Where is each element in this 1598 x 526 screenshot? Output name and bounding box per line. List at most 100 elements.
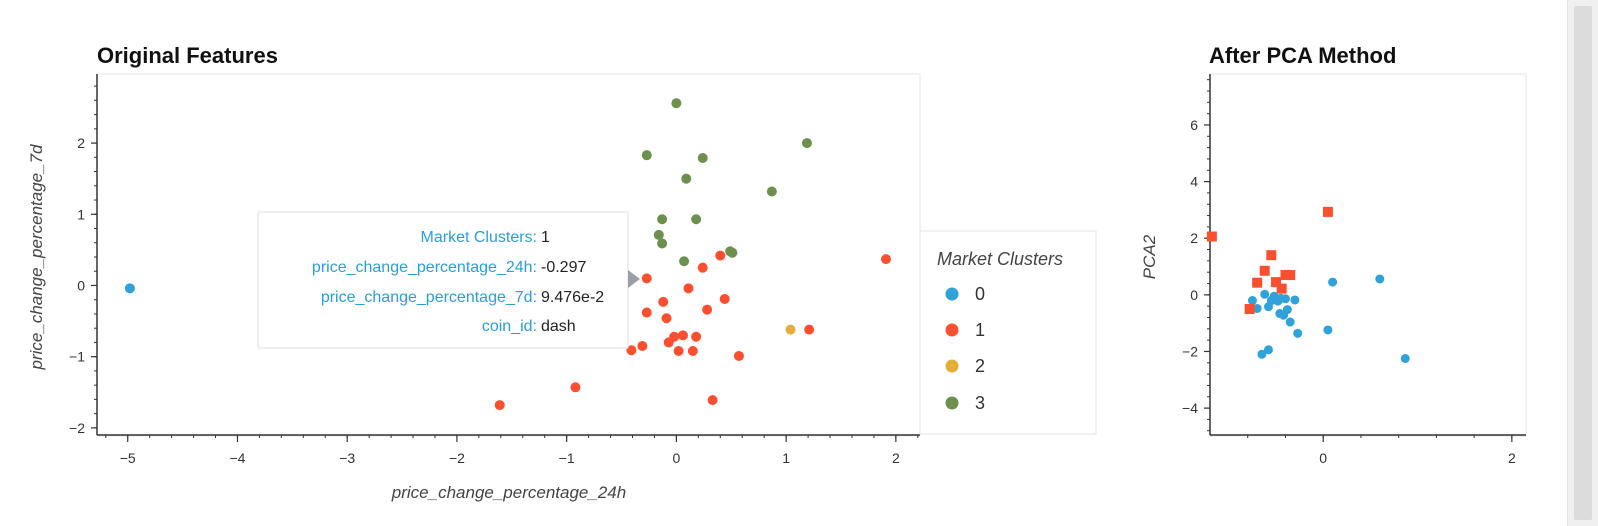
data-point-cluster-1 bbox=[1244, 304, 1255, 315]
y-tick-label: 0 bbox=[1190, 287, 1198, 303]
data-point-cluster-3 bbox=[657, 238, 668, 249]
data-point-cluster-1 bbox=[1259, 265, 1270, 276]
y-tick-label: 2 bbox=[1190, 230, 1198, 246]
chart-title-original: Original Features bbox=[97, 43, 278, 68]
legend-item-2[interactable]: 2 bbox=[945, 356, 986, 376]
data-point-cluster-0 bbox=[124, 283, 135, 294]
data-point-cluster-0 bbox=[1323, 325, 1333, 335]
data-point-cluster-1 bbox=[691, 331, 702, 342]
data-point-cluster-0 bbox=[1252, 303, 1262, 313]
x-tick-label: −2 bbox=[449, 450, 465, 466]
y-tick-label: 1 bbox=[77, 206, 85, 222]
data-point-cluster-1 bbox=[669, 331, 680, 342]
data-point-cluster-0 bbox=[1285, 317, 1295, 327]
vertical-scrollbar[interactable] bbox=[1567, 0, 1598, 526]
y-tick-label: 4 bbox=[1190, 174, 1198, 190]
data-point-cluster-3 bbox=[671, 98, 682, 109]
y-axis-label-pca: PCA2 bbox=[1140, 234, 1159, 279]
x-tick-label: −1 bbox=[559, 450, 575, 466]
data-point-cluster-3 bbox=[727, 247, 738, 258]
x-tick-label: −3 bbox=[339, 450, 355, 466]
data-point-cluster-0 bbox=[1400, 354, 1410, 364]
data-point-cluster-3 bbox=[679, 256, 690, 267]
data-point-cluster-0 bbox=[1328, 277, 1338, 287]
x-tick-label: 2 bbox=[892, 450, 900, 466]
data-point-cluster-3 bbox=[697, 153, 708, 164]
data-point-cluster-0 bbox=[1280, 294, 1290, 304]
data-point-cluster-1 bbox=[707, 395, 718, 406]
data-point-cluster-1 bbox=[733, 350, 744, 361]
legend: Market Clusters 0 1 2 3 bbox=[919, 230, 1097, 435]
data-point-cluster-1 bbox=[677, 330, 688, 341]
x-tick-label: 2 bbox=[1508, 450, 1516, 466]
y-tick-label: 0 bbox=[77, 277, 85, 293]
legend-marker bbox=[945, 359, 959, 373]
data-point-cluster-1 bbox=[702, 304, 713, 315]
data-point-cluster-3 bbox=[641, 150, 652, 161]
scrollbar-thumb[interactable] bbox=[1574, 6, 1592, 520]
legend-label: 2 bbox=[975, 356, 985, 376]
data-point-cluster-0 bbox=[1275, 309, 1285, 319]
tooltip-key-coin-id: coin_id: bbox=[482, 318, 537, 335]
data-points-pca bbox=[1206, 206, 1410, 364]
data-point-cluster-3 bbox=[801, 138, 812, 149]
data-point-cluster-0 bbox=[1375, 274, 1385, 284]
data-point-cluster-1 bbox=[687, 345, 698, 356]
data-point-cluster-1 bbox=[880, 254, 891, 265]
tooltip-value-24h: -0.297 bbox=[541, 259, 586, 276]
tooltip-value-cluster: 1 bbox=[541, 229, 550, 246]
legend-item-3[interactable]: 3 bbox=[945, 393, 986, 413]
legend-item-1[interactable]: 1 bbox=[945, 320, 986, 340]
x-axis-label-original: price_change_percentage_24h bbox=[391, 483, 626, 502]
data-point-cluster-1 bbox=[641, 307, 652, 318]
y-axis-label-original: price_change_percentage_7d bbox=[27, 144, 46, 371]
data-point-cluster-1 bbox=[1252, 277, 1263, 288]
data-point-cluster-0 bbox=[1247, 296, 1257, 306]
data-point-cluster-1 bbox=[804, 324, 815, 335]
data-point-cluster-1 bbox=[661, 313, 672, 324]
data-point-cluster-1 bbox=[658, 296, 669, 307]
tooltip-value-7d: 9.476e-2 bbox=[541, 289, 604, 306]
data-point-cluster-0 bbox=[1260, 289, 1270, 299]
legend-label: 0 bbox=[975, 284, 985, 304]
data-point-cluster-1 bbox=[494, 400, 505, 411]
x-tick-label: −4 bbox=[229, 450, 245, 466]
tooltip-value-coin-id: dash bbox=[541, 318, 576, 335]
data-point-cluster-1 bbox=[673, 345, 684, 356]
data-point-cluster-1 bbox=[1322, 206, 1333, 217]
data-point-cluster-0 bbox=[1293, 328, 1303, 338]
y-tick-label: −2 bbox=[1182, 343, 1198, 359]
chart-title-pca: After PCA Method bbox=[1209, 43, 1396, 68]
data-point-cluster-0 bbox=[1257, 349, 1267, 359]
data-point-cluster-1 bbox=[1206, 231, 1217, 242]
tooltip-pointer-icon bbox=[628, 270, 640, 288]
legend-marker bbox=[945, 323, 959, 337]
y-ticks-original: −2 −1 0 1 2 bbox=[69, 85, 97, 436]
legend-marker bbox=[945, 396, 959, 410]
data-point-cluster-3 bbox=[766, 186, 777, 197]
data-point-cluster-0 bbox=[1290, 295, 1300, 305]
x-tick-label: 1 bbox=[782, 450, 790, 466]
legend-label: 1 bbox=[975, 320, 985, 340]
legend-label: 3 bbox=[975, 393, 985, 413]
tooltip-key-7d: price_change_percentage_7d: bbox=[321, 289, 537, 306]
data-point-cluster-1 bbox=[683, 283, 694, 294]
x-ticks-original: −5 −4 −3 −2 −1 0 1 2 bbox=[105, 435, 919, 466]
y-tick-label: 6 bbox=[1190, 117, 1198, 133]
data-point-cluster-3 bbox=[653, 229, 664, 240]
y-tick-label: −4 bbox=[1182, 400, 1198, 416]
data-point-cluster-1 bbox=[1271, 277, 1282, 288]
data-point-cluster-0 bbox=[1263, 345, 1273, 355]
data-point-cluster-3 bbox=[681, 173, 692, 184]
y-tick-label: 2 bbox=[77, 135, 85, 151]
tooltip-key-cluster: Market Clusters: bbox=[421, 229, 537, 246]
y-ticks-pca: −4 −2 0 2 4 6 bbox=[1182, 79, 1210, 432]
x-tick-label: −5 bbox=[120, 450, 136, 466]
data-points-original bbox=[124, 98, 891, 411]
hover-tooltip: Market Clusters: 1 price_change_percenta… bbox=[257, 211, 640, 349]
y-tick-label: −1 bbox=[69, 349, 85, 365]
data-point-cluster-1 bbox=[570, 382, 581, 393]
legend-item-0[interactable]: 0 bbox=[945, 284, 986, 304]
